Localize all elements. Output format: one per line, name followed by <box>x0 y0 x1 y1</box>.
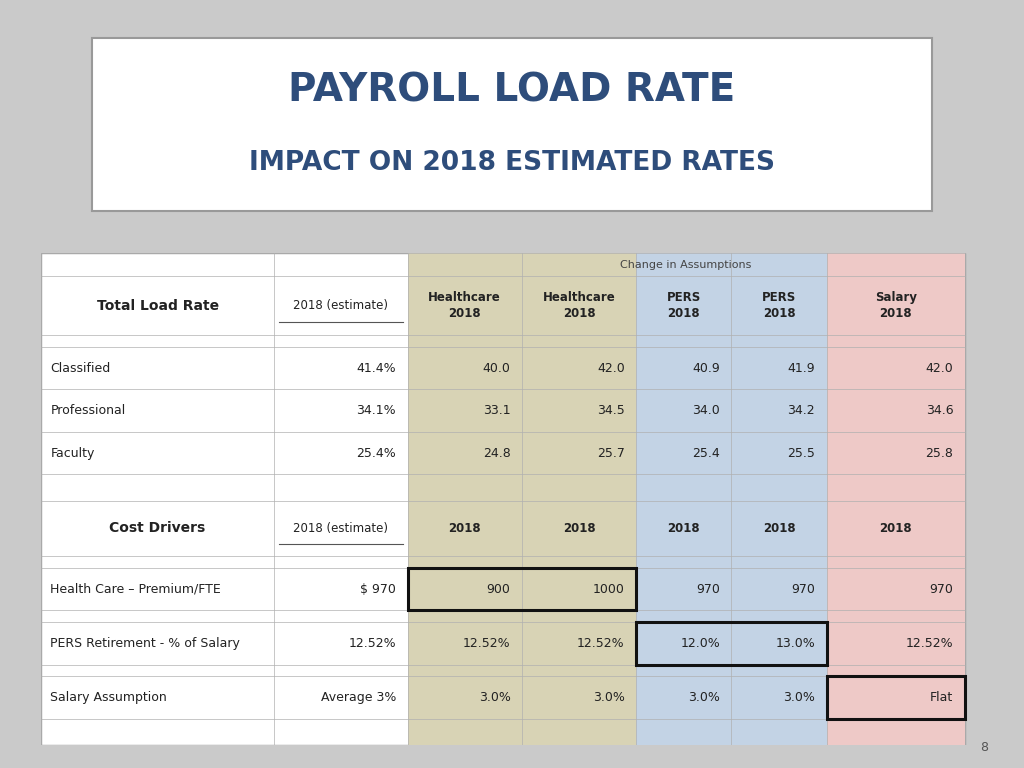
Text: Change in Assumptions: Change in Assumptions <box>621 260 752 270</box>
Text: 12.52%: 12.52% <box>578 637 625 650</box>
Text: 42.0: 42.0 <box>597 362 625 375</box>
Bar <box>408 253 522 745</box>
Bar <box>826 677 965 719</box>
Text: 12.52%: 12.52% <box>905 637 953 650</box>
Text: 13.0%: 13.0% <box>775 637 815 650</box>
Text: 25.4: 25.4 <box>692 447 720 459</box>
Bar <box>731 253 826 745</box>
Text: 12.0%: 12.0% <box>680 637 720 650</box>
Text: Total Load Rate: Total Load Rate <box>96 299 219 313</box>
Text: PAYROLL LOAD RATE: PAYROLL LOAD RATE <box>289 71 735 109</box>
Bar <box>826 253 965 745</box>
Text: 40.0: 40.0 <box>482 362 510 375</box>
Bar <box>636 253 731 745</box>
Text: 42.0: 42.0 <box>926 362 953 375</box>
Text: Cost Drivers: Cost Drivers <box>110 521 206 535</box>
Text: 3.0%: 3.0% <box>593 691 625 704</box>
Bar <box>522 253 636 745</box>
Text: 40.9: 40.9 <box>692 362 720 375</box>
Text: 41.9: 41.9 <box>787 362 815 375</box>
Text: 2018: 2018 <box>668 521 700 535</box>
Text: 12.52%: 12.52% <box>348 637 396 650</box>
Text: Flat: Flat <box>930 691 953 704</box>
Text: Professional: Professional <box>50 404 126 417</box>
Text: 1000: 1000 <box>593 583 625 595</box>
Text: 3.0%: 3.0% <box>783 691 815 704</box>
Text: IMPACT ON 2018 ESTIMATED RATES: IMPACT ON 2018 ESTIMATED RATES <box>249 150 775 176</box>
Text: 41.4%: 41.4% <box>356 362 396 375</box>
Text: 25.7: 25.7 <box>597 447 625 459</box>
Text: 25.4%: 25.4% <box>356 447 396 459</box>
Text: 33.1: 33.1 <box>483 404 510 417</box>
Text: 970: 970 <box>792 583 815 595</box>
Text: Faculty: Faculty <box>50 447 95 459</box>
Text: 2018: 2018 <box>563 521 595 535</box>
Text: 2018 (estimate): 2018 (estimate) <box>294 521 388 535</box>
Bar <box>408 568 636 611</box>
Text: 3.0%: 3.0% <box>478 691 510 704</box>
Text: 34.5: 34.5 <box>597 404 625 417</box>
Bar <box>636 622 826 664</box>
Text: Health Care – Premium/FTE: Health Care – Premium/FTE <box>50 583 221 595</box>
Text: 12.52%: 12.52% <box>463 637 510 650</box>
Text: 970: 970 <box>696 583 720 595</box>
Text: Salary Assumption: Salary Assumption <box>50 691 167 704</box>
Text: 34.2: 34.2 <box>787 404 815 417</box>
Text: PERS
2018: PERS 2018 <box>762 291 796 320</box>
Text: Healthcare
2018: Healthcare 2018 <box>543 291 615 320</box>
Text: 34.1%: 34.1% <box>356 404 396 417</box>
Text: 2018: 2018 <box>449 521 481 535</box>
Text: Classified: Classified <box>50 362 111 375</box>
Text: 3.0%: 3.0% <box>688 691 720 704</box>
Text: 2018: 2018 <box>880 521 912 535</box>
Text: 25.8: 25.8 <box>926 447 953 459</box>
Text: Average 3%: Average 3% <box>321 691 396 704</box>
Text: 34.0: 34.0 <box>692 404 720 417</box>
Text: 2018 (estimate): 2018 (estimate) <box>294 300 388 313</box>
Text: 24.8: 24.8 <box>482 447 510 459</box>
Text: 25.5: 25.5 <box>787 447 815 459</box>
Text: 8: 8 <box>980 741 988 754</box>
Text: PERS Retirement - % of Salary: PERS Retirement - % of Salary <box>50 637 241 650</box>
Text: $ 970: $ 970 <box>360 583 396 595</box>
Text: 900: 900 <box>486 583 510 595</box>
Text: 970: 970 <box>930 583 953 595</box>
Text: 2018: 2018 <box>763 521 796 535</box>
Text: Healthcare
2018: Healthcare 2018 <box>428 291 501 320</box>
Text: 34.6: 34.6 <box>926 404 953 417</box>
Text: PERS
2018: PERS 2018 <box>667 291 700 320</box>
Text: Salary
2018: Salary 2018 <box>874 291 916 320</box>
